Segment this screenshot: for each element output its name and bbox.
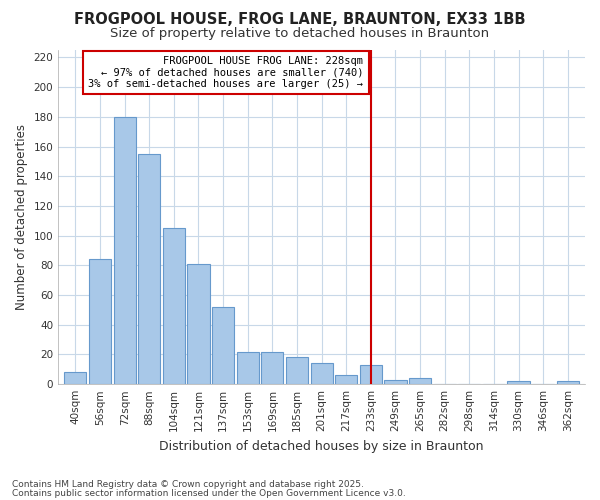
Bar [187, 264, 209, 384]
Bar [261, 352, 283, 384]
Bar [311, 364, 332, 384]
Bar [113, 117, 136, 384]
Bar [385, 380, 407, 384]
Bar [335, 376, 357, 384]
Bar [163, 228, 185, 384]
Bar [286, 358, 308, 384]
Bar [360, 365, 382, 384]
Bar [89, 260, 111, 384]
Y-axis label: Number of detached properties: Number of detached properties [15, 124, 28, 310]
Text: FROGPOOL HOUSE FROG LANE: 228sqm
← 97% of detached houses are smaller (740)
3% o: FROGPOOL HOUSE FROG LANE: 228sqm ← 97% o… [88, 56, 364, 89]
X-axis label: Distribution of detached houses by size in Braunton: Distribution of detached houses by size … [160, 440, 484, 452]
Bar [409, 378, 431, 384]
Text: Size of property relative to detached houses in Braunton: Size of property relative to detached ho… [110, 28, 490, 40]
Text: Contains HM Land Registry data © Crown copyright and database right 2025.: Contains HM Land Registry data © Crown c… [12, 480, 364, 489]
Bar [508, 381, 530, 384]
Bar [212, 307, 234, 384]
Bar [236, 352, 259, 384]
Bar [138, 154, 160, 384]
Bar [557, 381, 579, 384]
Text: Contains public sector information licensed under the Open Government Licence v3: Contains public sector information licen… [12, 488, 406, 498]
Bar [64, 372, 86, 384]
Text: FROGPOOL HOUSE, FROG LANE, BRAUNTON, EX33 1BB: FROGPOOL HOUSE, FROG LANE, BRAUNTON, EX3… [74, 12, 526, 28]
